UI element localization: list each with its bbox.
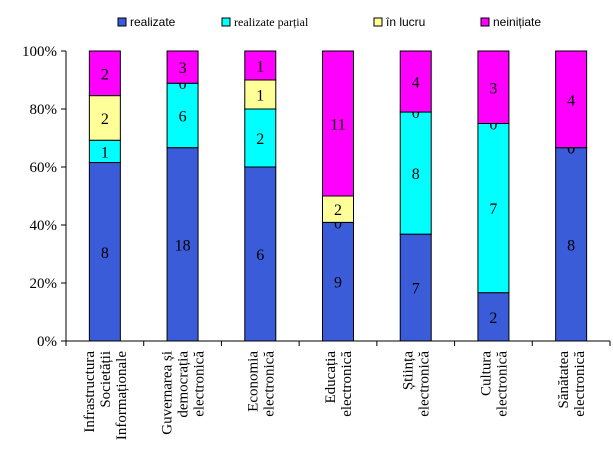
x-tick-label: electronică [572,351,588,417]
legend-item: în lucru [373,15,425,29]
x-tick-label: Guvernarea și [160,351,176,435]
bar-segment [88,50,121,97]
bar-segment [322,195,354,223]
bar-segment [399,50,432,113]
x-axis: Infrastructura Societății Informaționale Gu… [65,340,611,440]
data-label: 8 [412,166,420,183]
x-tick-label: democrația [176,351,192,418]
data-label: 1 [256,59,264,76]
x-tick-label: Infrastructura [82,351,98,433]
bar-stack: 8 1 2 2 [88,50,121,342]
bar-segment [399,233,432,342]
y-tick-label: 0% [37,334,57,350]
bar-segment [555,147,588,342]
x-tick-label: electronică [494,351,510,417]
data-label: 0 [334,215,342,232]
data-label: 0 [412,105,420,122]
data-label: 8 [101,245,109,262]
x-tick-label: Societății [98,351,114,408]
data-label: 6 [256,247,264,264]
bar-stack: 9 02 11 [322,50,354,342]
x-tick-label: Economia [245,351,261,412]
legend-label: în lucru [385,15,425,29]
data-label: 1 [256,88,264,105]
bar-segment [477,123,510,294]
data-label: 18 [175,237,191,254]
x-tick-label: Educația [323,351,339,404]
bar-segment [477,50,510,124]
data-label: 8 [567,237,575,254]
bar-stack: 7 8 0 4 [399,50,432,342]
data-label: 11 [330,117,345,134]
x-tick-label: electronică [417,351,433,417]
y-tick-label: 80% [30,102,58,118]
data-label: 3 [489,80,497,97]
x-tick-label: electronică [339,351,355,417]
bar-segment [322,50,354,197]
data-label: 2 [101,66,109,83]
legend-item: realizate [117,15,176,29]
x-tick-label: Informaționale [114,351,130,440]
data-label: 7 [412,281,420,298]
y-tick-label: 100% [22,44,57,60]
data-label: 4 [567,92,575,109]
bar-stack: 18 6 03 [166,50,199,342]
legend-swatch [480,17,490,27]
y-tick-label: 20% [30,276,58,292]
y-tick-label: 40% [30,218,58,234]
x-tick-label: Sănătatea [556,351,572,409]
bar-segment [166,50,199,84]
data-label: 0 [179,76,187,93]
data-label: 0 [567,141,575,158]
bar-segment [399,111,432,235]
bar-stack: 2 7 0 3 [477,50,510,342]
legend-swatch [117,17,127,27]
data-label: 1 [101,144,109,161]
data-label: 2 [334,202,342,219]
bar-segment [166,147,199,342]
data-label: 2 [101,111,109,128]
data-label: 6 [179,108,187,125]
legend-swatch [373,17,383,27]
data-label: 0 [567,141,575,158]
x-tick-label: electronică [192,351,208,417]
legend-item: neinițiate [480,15,541,29]
data-label: 9 [334,275,342,292]
bar-stack: 6 2 1 1 [244,50,277,342]
legend-label: neinițiate [493,15,541,29]
x-tick-label: electronică [261,351,277,417]
x-tick-label: Știința [401,351,417,391]
data-label: 0 [489,117,497,134]
bar-segment [244,50,277,81]
data-label: 2 [256,131,264,148]
bar-segment [244,79,277,110]
y-axis: 0% 20% 40% 60% 80% 100% [22,44,67,350]
data-label: 4 [412,75,420,92]
y-tick-label: 60% [30,160,58,176]
legend-item: realizate parțial [221,15,309,29]
bar-segment [244,166,277,342]
x-tick-label: Cultura [478,351,494,396]
legend-label: realizate parțial [234,15,309,29]
data-label: 3 [179,60,187,77]
legend-swatch [221,17,231,27]
legend-label: realizate [130,15,176,29]
data-label: 7 [489,201,497,218]
bar-segment [555,50,588,149]
bar-segment [166,82,199,149]
legend: realizate realizate parțial în lucru neiniț… [117,15,541,29]
data-label: 2 [489,310,497,327]
